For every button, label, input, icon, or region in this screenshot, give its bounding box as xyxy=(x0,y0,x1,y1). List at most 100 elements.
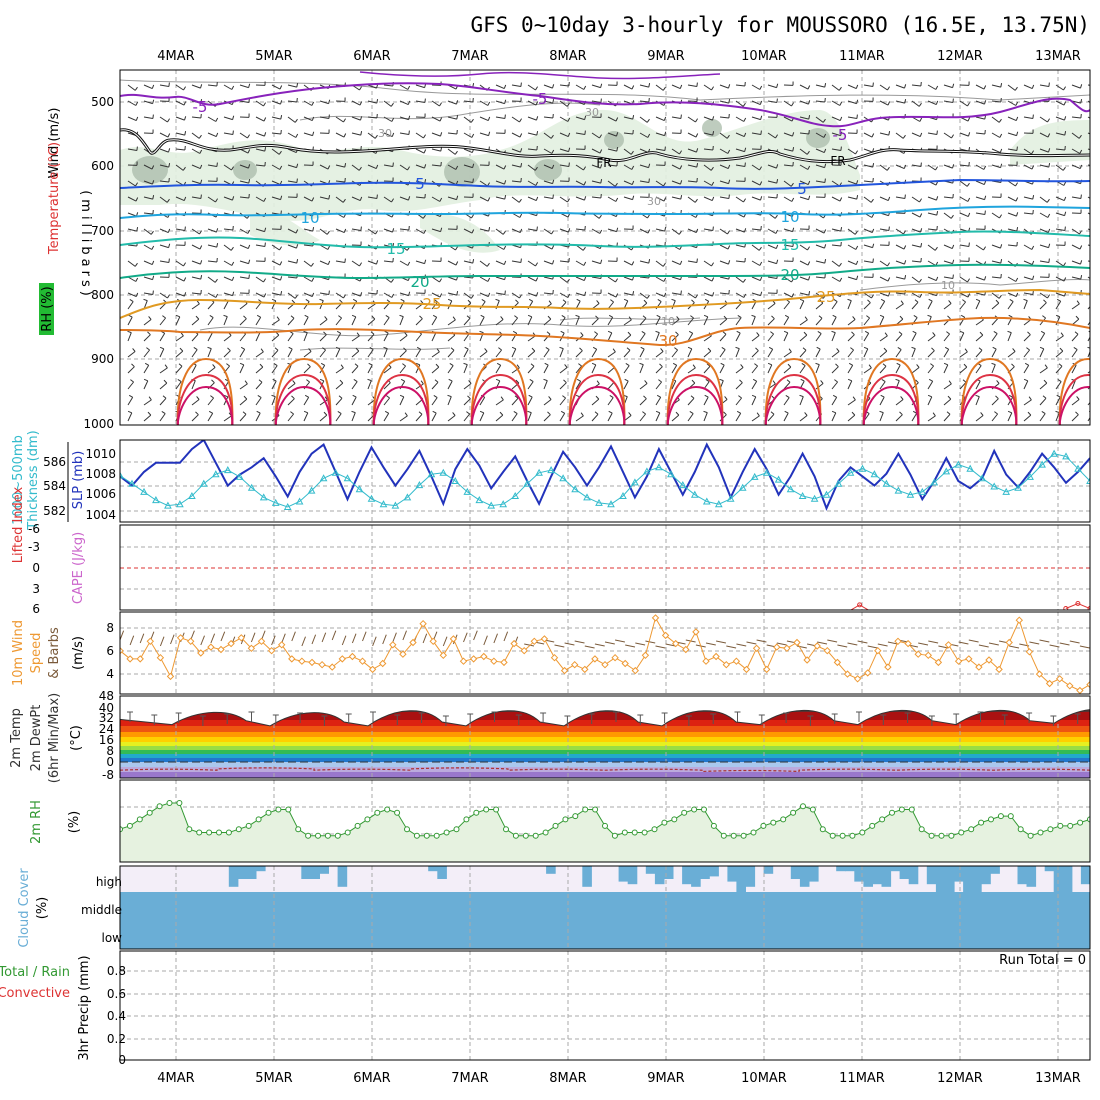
wind-barb-flag xyxy=(626,347,631,351)
wind-barb xyxy=(335,228,345,234)
wind-barb-flag xyxy=(631,85,635,90)
wind-barb xyxy=(927,84,937,90)
wind-barb xyxy=(756,639,767,643)
thickness-marker xyxy=(559,474,567,482)
wind-barb-flag xyxy=(854,230,858,235)
wind-barb xyxy=(159,367,168,374)
wind-barb xyxy=(815,302,824,310)
wind-barb xyxy=(815,148,825,154)
wind-barb xyxy=(1087,401,1090,406)
wind-barb-flag xyxy=(1059,347,1064,352)
wind-barb xyxy=(655,132,665,137)
wind-barb xyxy=(767,100,777,103)
wind-barb xyxy=(239,383,248,390)
wind-barb xyxy=(543,414,551,422)
rh-marker xyxy=(136,816,143,823)
wind-barb-flag xyxy=(272,378,277,382)
wind-barb xyxy=(415,260,425,265)
thickness-marker xyxy=(750,472,759,480)
wind-barb xyxy=(943,413,951,422)
wind-barb xyxy=(143,100,153,105)
wind-barb-flag xyxy=(564,364,568,368)
thickness-marker xyxy=(810,494,819,502)
wind-barb-flag xyxy=(472,259,475,264)
wind-barb-flag xyxy=(744,162,746,167)
wind-barb-flag xyxy=(216,243,219,248)
temp-tick-label: 40 xyxy=(99,701,114,715)
wind-barb xyxy=(831,397,838,406)
wind-barb-flag xyxy=(930,363,934,367)
wind-barb-flag xyxy=(1080,99,1083,104)
dewpoint-line xyxy=(120,767,1090,773)
wind-barb-flag xyxy=(296,83,299,88)
wind-barb-flag xyxy=(616,147,619,152)
wind-barb xyxy=(959,366,968,374)
wind-barb xyxy=(943,100,953,103)
wind-barb-flag xyxy=(694,198,698,203)
wind-barb xyxy=(511,196,520,203)
contour-label: 30 xyxy=(658,332,677,350)
wind-barb xyxy=(639,317,647,326)
wind-barb-flag xyxy=(647,133,651,138)
wind-barb-flag xyxy=(695,133,699,138)
wind-barb-flag xyxy=(727,164,731,169)
wind-barb-flag xyxy=(719,378,724,382)
wind-barb xyxy=(447,365,454,374)
wind-barb-flag xyxy=(304,394,309,398)
wind-barb xyxy=(975,292,985,296)
wind-barb-flag xyxy=(519,228,523,233)
wind-barb xyxy=(1023,365,1030,374)
wind-barb xyxy=(331,630,337,641)
wind-barb-flag xyxy=(712,292,715,297)
wind-barb xyxy=(1007,332,1012,342)
wind-barb xyxy=(815,383,824,390)
wind-barb xyxy=(431,397,438,406)
wind-barb-flag xyxy=(1048,82,1050,87)
cloud-high-bar xyxy=(337,866,348,887)
wind-barb xyxy=(655,412,661,422)
wind-barb xyxy=(143,349,150,358)
wind-barb-flag xyxy=(631,165,635,170)
cloud-high-bar xyxy=(899,866,910,879)
wind-barb xyxy=(559,317,566,326)
wind-barb xyxy=(143,228,152,235)
wind-barb xyxy=(943,164,953,169)
wind-barb-flag xyxy=(696,82,698,87)
wind-barb xyxy=(911,228,921,233)
wind-barb xyxy=(815,116,824,123)
wind-barb-flag xyxy=(1015,101,1019,106)
wind-barb xyxy=(911,348,916,358)
wind-barb xyxy=(783,301,790,310)
wind-barb-flag xyxy=(159,346,164,350)
rh-marker xyxy=(126,822,133,829)
wind-barb-flag xyxy=(599,149,603,154)
wind-barb xyxy=(726,645,737,649)
wind-barb-flag xyxy=(504,114,506,119)
wind-barb-flag xyxy=(291,395,295,400)
wind-barb-flag xyxy=(136,227,139,232)
wind-barb-flag xyxy=(883,347,888,352)
wind-barb xyxy=(911,292,921,298)
rh-marker xyxy=(562,816,569,823)
wind-barb xyxy=(703,132,713,136)
wind-barb-flag xyxy=(164,364,168,369)
wind-barb-flag xyxy=(376,194,378,199)
axis-label-rh: RH (%) xyxy=(40,286,55,331)
wind-barb-flag xyxy=(248,179,251,184)
top-date-label: 13MAR xyxy=(1035,49,1081,64)
wind-barb-flag xyxy=(743,198,747,203)
wind-barb xyxy=(1087,336,1090,342)
wind-barb-flag xyxy=(975,298,980,302)
wind-speed-marker xyxy=(277,641,286,649)
wind-barb-flag xyxy=(806,150,810,155)
rh-marker xyxy=(829,832,836,839)
wind-barb xyxy=(751,292,761,297)
wind-barb xyxy=(175,100,185,106)
wind-barb xyxy=(127,180,136,187)
wind-barb-flag xyxy=(808,100,811,105)
wind-barb-flag xyxy=(152,195,155,200)
wind-barb xyxy=(495,334,503,342)
wind-barb-flag xyxy=(791,278,795,283)
thickness-marker xyxy=(571,485,579,493)
wind-barb-flag xyxy=(711,277,715,282)
